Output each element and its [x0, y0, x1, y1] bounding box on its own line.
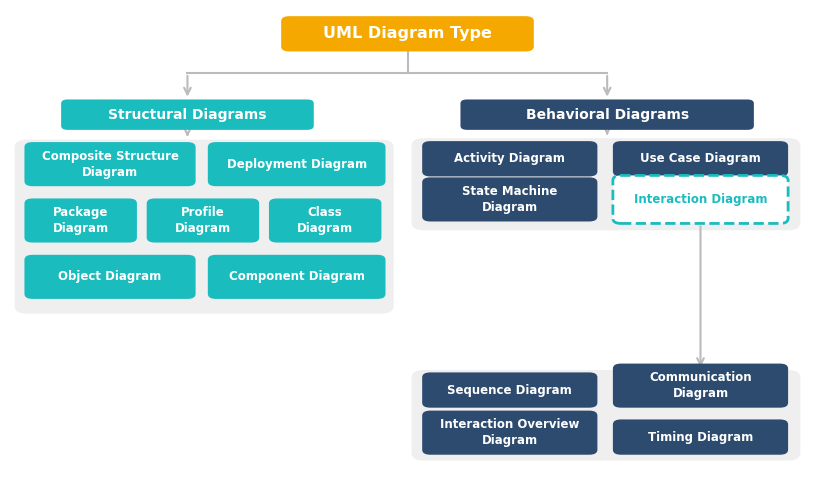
Text: Sequence Diagram: Sequence Diagram: [447, 384, 572, 396]
Text: Communication
Diagram: Communication Diagram: [650, 371, 751, 400]
FancyBboxPatch shape: [613, 364, 788, 408]
FancyBboxPatch shape: [422, 372, 597, 408]
FancyBboxPatch shape: [61, 99, 314, 130]
FancyBboxPatch shape: [412, 370, 800, 461]
FancyBboxPatch shape: [422, 141, 597, 176]
FancyBboxPatch shape: [613, 175, 788, 223]
Text: Component Diagram: Component Diagram: [229, 270, 364, 283]
Text: Composite Structure
Diagram: Composite Structure Diagram: [42, 149, 178, 179]
FancyBboxPatch shape: [422, 411, 597, 455]
Text: Interaction Diagram: Interaction Diagram: [634, 193, 767, 206]
FancyBboxPatch shape: [24, 198, 137, 243]
FancyBboxPatch shape: [613, 419, 788, 455]
FancyBboxPatch shape: [208, 255, 385, 299]
Text: Object Diagram: Object Diagram: [59, 270, 161, 283]
Text: State Machine
Diagram: State Machine Diagram: [462, 185, 557, 214]
FancyBboxPatch shape: [208, 142, 385, 186]
FancyBboxPatch shape: [269, 198, 381, 243]
FancyBboxPatch shape: [613, 141, 788, 176]
FancyBboxPatch shape: [147, 198, 259, 243]
Text: Activity Diagram: Activity Diagram: [454, 152, 566, 165]
Text: Package
Diagram: Package Diagram: [53, 206, 108, 235]
Text: UML Diagram Type: UML Diagram Type: [323, 26, 492, 41]
Text: Structural Diagrams: Structural Diagrams: [108, 108, 267, 122]
Text: Profile
Diagram: Profile Diagram: [175, 206, 231, 235]
Text: Class
Diagram: Class Diagram: [297, 206, 353, 235]
Text: Behavioral Diagrams: Behavioral Diagrams: [526, 108, 689, 122]
FancyBboxPatch shape: [281, 16, 534, 51]
FancyBboxPatch shape: [422, 177, 597, 221]
Text: Timing Diagram: Timing Diagram: [648, 431, 753, 443]
Text: Deployment Diagram: Deployment Diagram: [227, 158, 367, 171]
FancyBboxPatch shape: [24, 142, 196, 186]
FancyBboxPatch shape: [24, 255, 196, 299]
FancyBboxPatch shape: [15, 140, 394, 314]
Text: Interaction Overview
Diagram: Interaction Overview Diagram: [440, 418, 579, 447]
FancyBboxPatch shape: [412, 138, 800, 230]
Text: Use Case Diagram: Use Case Diagram: [640, 152, 761, 165]
FancyBboxPatch shape: [460, 99, 754, 130]
